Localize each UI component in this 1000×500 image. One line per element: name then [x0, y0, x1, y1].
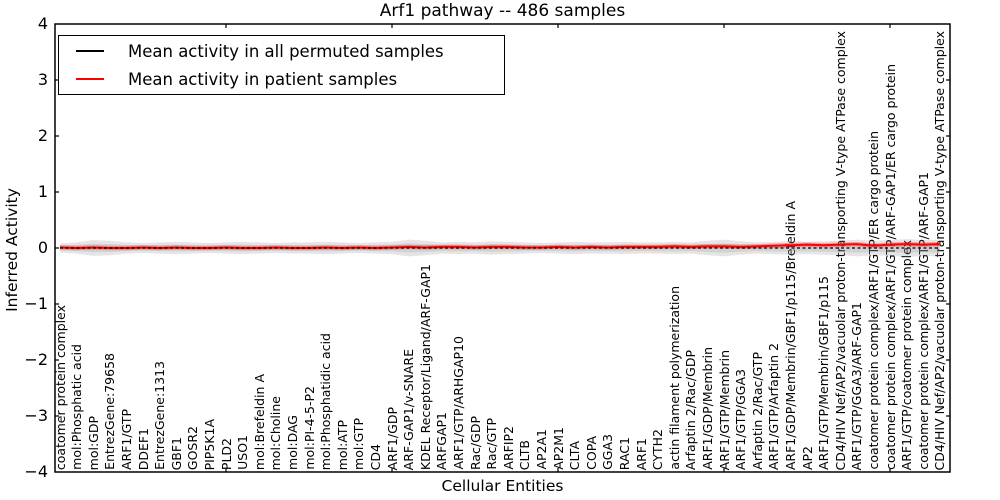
x-tick-label: mol:GDP — [85, 415, 101, 470]
x-tick-label: Rac/GDP — [467, 415, 483, 470]
x-tick-label: mol:Phosphatidic acid — [318, 332, 334, 470]
legend-label-patient: Mean activity in patient samples — [128, 69, 398, 89]
x-tick-label: PLD2 — [218, 437, 234, 470]
x-tick-label: GOSR2 — [185, 425, 201, 470]
patient-band — [60, 241, 940, 251]
permuted-band-inner — [60, 243, 940, 253]
x-tick-label: Arfaptin 2/Rac/GTP — [749, 352, 765, 470]
x-tick-label: CD4 — [367, 443, 383, 470]
legend-label-permuted: Mean activity in all permuted samples — [128, 41, 444, 61]
chart-title: Arf1 pathway -- 486 samples — [379, 1, 626, 21]
x-tick-label: CYTH2 — [650, 428, 666, 470]
x-tick-label: CLTA — [567, 440, 583, 470]
y-tick-label: 2 — [37, 126, 48, 145]
x-tick-label: ARF1/GTP/ARHGAP10 — [450, 336, 466, 470]
x-tick-label: GGA3 — [600, 434, 616, 470]
x-tick-label: USO1 — [235, 435, 251, 470]
permuted-band-outer — [60, 239, 940, 257]
x-tick-label: ARF-GAP1/v-SNARE — [401, 348, 417, 470]
x-tick-label: ARF1/GTP/Arfaptin 2 — [766, 342, 782, 470]
y-tick-label: −3 — [24, 406, 48, 425]
x-tick-label: ARF1/GDP — [384, 406, 400, 470]
y-tick-label: −1 — [24, 294, 48, 313]
x-tick-label: ARF1/GTP/coatomer protein complex — [899, 239, 915, 470]
y-tick-label: 3 — [37, 70, 48, 89]
x-tick-label: coatomer protein complex/ARF1/GTP/ER car… — [865, 131, 881, 470]
y-tick-label: −2 — [24, 350, 48, 369]
x-tick-label: Arfaptin 2/Rac/GDP — [683, 349, 699, 470]
x-tick-label: ARF1/GTP/Membrin — [716, 349, 732, 470]
x-tick-label: COPA — [583, 436, 599, 470]
x-tick-label: mol:Phosphatic acid — [69, 344, 85, 470]
y-tick-label: 4 — [37, 14, 48, 33]
x-tick-label: ARF1/GDP/Membrin/GBF1/p115/Brefeldin A — [782, 200, 798, 470]
x-tick-label: ARFGAP1 — [434, 411, 450, 470]
x-tick-label: ARF1/GTP/Membrin/GBF1/p115 — [816, 276, 832, 470]
y-tick-label: 1 — [37, 182, 48, 201]
y-tick-label: −4 — [24, 462, 48, 481]
x-tick-label: ARF1 — [633, 437, 649, 470]
x-tick-label: coatomer protein complex/ARF1/GTP/ARF-GA… — [915, 172, 931, 470]
x-tick-label: AP2 — [799, 445, 815, 470]
permuted-line-swatch — [76, 50, 104, 52]
y-tick-label: 0 — [37, 238, 48, 257]
x-tick-label: RAC1 — [616, 436, 632, 470]
x-tick-label: mol:ATP — [334, 419, 350, 470]
x-tick-label: coatomer protein complex/ARF1/GTP/ARF-GA… — [882, 64, 898, 470]
x-tick-label: ARF1/GDP/Membrin — [699, 347, 715, 470]
x-tick-label: mol:DAG — [284, 415, 300, 470]
x-tick-label: ARF1/GTP/GGA3/ARF-GAP1 — [849, 301, 865, 470]
x-tick-label: ARF1/GTP/GGA3 — [733, 368, 749, 470]
legend-entry-patient: Mean activity in patient samples — [59, 65, 504, 93]
x-tick-label: AP2M1 — [550, 427, 566, 470]
x-tick-label: mol:Choline — [268, 395, 284, 470]
x-tick-label: CLTB — [517, 439, 533, 470]
x-tick-label: mol:GTP — [351, 418, 367, 470]
x-axis-label: Cellular Entities — [441, 477, 564, 495]
x-tick-label: PIP5K1A — [201, 418, 217, 470]
legend-entry-permuted: Mean activity in all permuted samples — [59, 37, 504, 65]
x-tick-label: mol:PI-4-5-P2 — [301, 386, 317, 470]
x-tick-label: CD4/HIV Nef/AP2/vacuolar proton-transpor… — [832, 30, 848, 471]
x-tick-label: Rac/GTP — [484, 418, 500, 470]
patient-mean-line — [59, 243, 940, 250]
x-tick-label: ARFIP2 — [500, 426, 516, 470]
x-tick-label: CD4/HIV Nef/AP2/vacuolar proton-transpor… — [932, 30, 948, 471]
x-tick-label: ARF1/GTP — [118, 408, 134, 470]
legend: Mean activity in all permuted samples Me… — [58, 35, 505, 95]
x-tick-label: mol:Brefeldin A — [251, 373, 267, 470]
x-tick-label: DDEF1 — [135, 427, 151, 470]
x-tick-label: KDEL Receptor/Ligand/ARF-GAP1 — [417, 263, 433, 470]
x-tick-label: coatomer protein complex — [52, 304, 68, 470]
x-tick-label: GBF1 — [168, 436, 184, 470]
x-tick-label: actin filament polymerization — [666, 286, 682, 470]
x-tick-label: AP2A1 — [533, 429, 549, 470]
patient-line-swatch — [76, 78, 104, 80]
x-tick-label: EntrezGene:79658 — [102, 353, 118, 470]
x-tick-label: EntrezGene:1313 — [152, 361, 168, 470]
